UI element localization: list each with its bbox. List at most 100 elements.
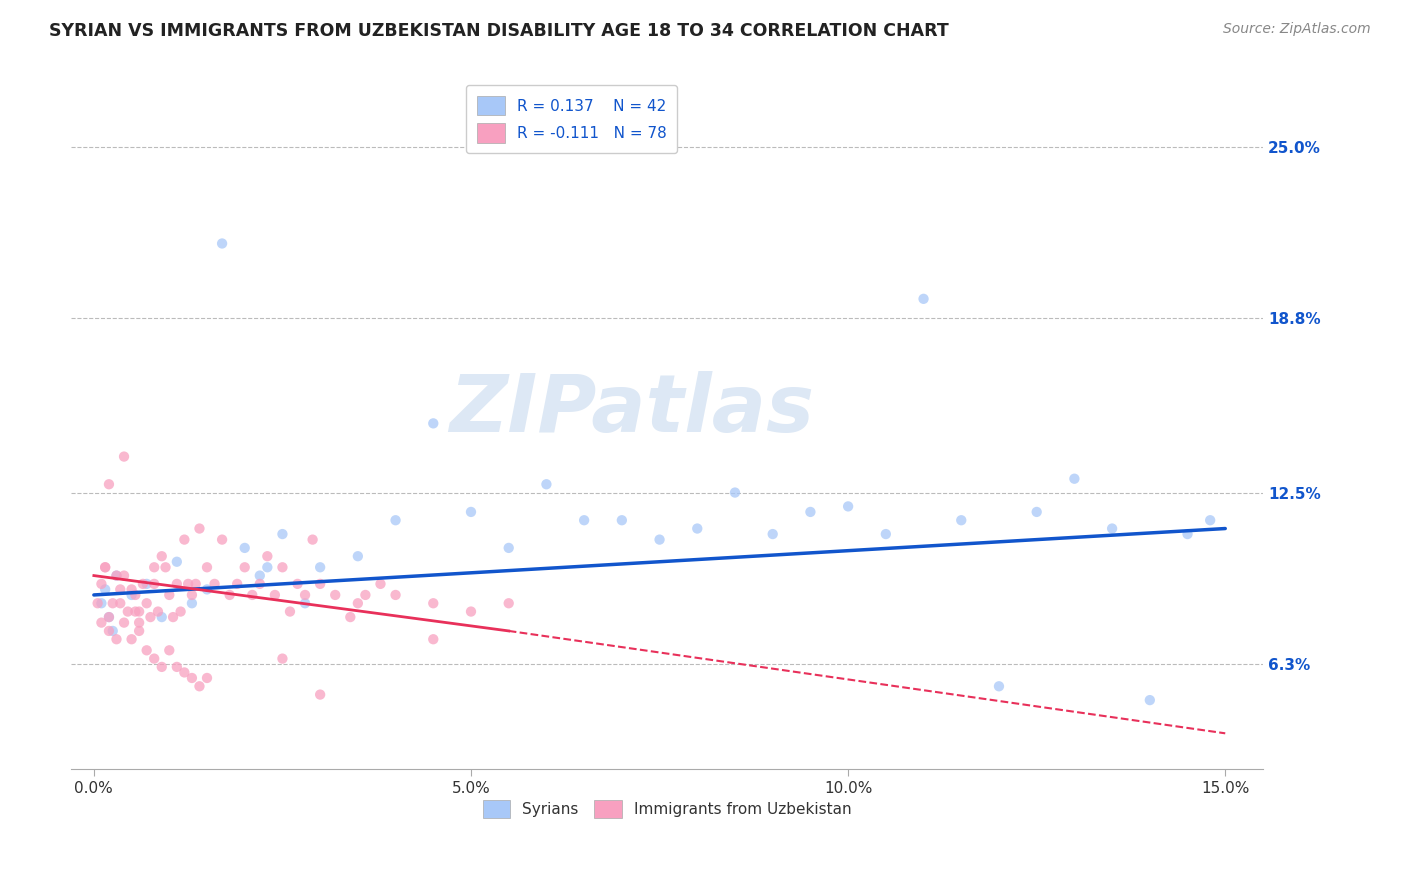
Point (195, 671, 218, 685)
Point (195, 560, 218, 574)
Point (188, 679, 211, 693)
Point (294, 596, 316, 610)
Point (112, 568, 135, 582)
Point (323, 588, 346, 602)
Point (124, 605, 146, 619)
Point (271, 651, 294, 665)
Point (950, 513, 973, 527)
Point (128, 605, 150, 619)
Point (86, 596, 108, 610)
Point (90, 596, 112, 610)
Point (347, 549, 370, 564)
Point (97, 624, 120, 638)
Point (121, 632, 143, 647)
Text: ZIPatlas: ZIPatlas (449, 370, 814, 449)
Point (1101, 522, 1123, 536)
Point (124, 588, 146, 602)
Point (498, 541, 520, 555)
Point (1139, 693, 1161, 707)
Point (139, 610, 162, 624)
Point (94, 560, 117, 574)
Point (195, 582, 218, 597)
Point (150, 549, 173, 564)
Point (177, 577, 200, 591)
Point (875, 527, 897, 541)
Point (536, 477, 558, 491)
Point (90, 577, 112, 591)
Point (912, 292, 935, 306)
Point (218, 588, 240, 602)
Point (112, 615, 135, 630)
Point (105, 568, 128, 582)
Point (498, 596, 520, 610)
Point (121, 582, 143, 597)
Point (422, 417, 444, 431)
Point (184, 577, 207, 591)
Point (309, 577, 332, 591)
Point (169, 605, 191, 619)
Point (146, 605, 169, 619)
Point (988, 679, 1011, 693)
Point (264, 588, 287, 602)
Point (610, 513, 633, 527)
Point (837, 500, 859, 514)
Text: SYRIAN VS IMMIGRANTS FROM UZBEKISTAN DISABILITY AGE 18 TO 34 CORRELATION CHART: SYRIAN VS IMMIGRANTS FROM UZBEKISTAN DIS… (49, 22, 949, 40)
Point (301, 533, 323, 547)
Point (173, 665, 195, 680)
Point (101, 596, 124, 610)
Point (1063, 472, 1085, 486)
Point (240, 588, 263, 602)
Point (256, 549, 278, 564)
Point (347, 596, 370, 610)
Point (166, 577, 188, 591)
Point (162, 610, 184, 624)
Point (211, 533, 233, 547)
Text: Source: ZipAtlas.com: Source: ZipAtlas.com (1223, 22, 1371, 37)
Point (143, 651, 166, 665)
Point (112, 450, 135, 464)
Legend: Syrians, Immigrants from Uzbekistan: Syrians, Immigrants from Uzbekistan (477, 794, 858, 824)
Point (233, 541, 256, 555)
Point (648, 533, 671, 547)
Point (110, 582, 132, 597)
Point (370, 577, 392, 591)
Point (762, 527, 785, 541)
Point (90, 615, 112, 630)
Point (271, 527, 294, 541)
Point (339, 610, 361, 624)
Point (181, 596, 204, 610)
Point (135, 643, 157, 657)
Point (155, 560, 177, 574)
Point (294, 588, 316, 602)
Point (94, 560, 117, 574)
Point (135, 596, 157, 610)
Point (1025, 505, 1047, 519)
Point (110, 596, 132, 610)
Point (143, 577, 166, 591)
Point (211, 236, 233, 251)
Point (204, 577, 226, 591)
Point (249, 568, 271, 582)
Point (460, 505, 482, 519)
Point (166, 555, 188, 569)
Point (226, 577, 249, 591)
Point (572, 513, 595, 527)
Point (422, 596, 444, 610)
Point (724, 485, 747, 500)
Point (233, 560, 256, 574)
Point (135, 577, 157, 591)
Point (117, 605, 139, 619)
Point (181, 671, 204, 685)
Point (354, 588, 377, 602)
Point (249, 577, 271, 591)
Point (97, 610, 120, 624)
Point (256, 560, 278, 574)
Point (97, 610, 120, 624)
Point (384, 513, 406, 527)
Point (309, 560, 332, 574)
Point (94, 582, 117, 597)
Point (150, 660, 173, 674)
Point (157, 643, 180, 657)
Point (287, 577, 309, 591)
Point (132, 577, 155, 591)
